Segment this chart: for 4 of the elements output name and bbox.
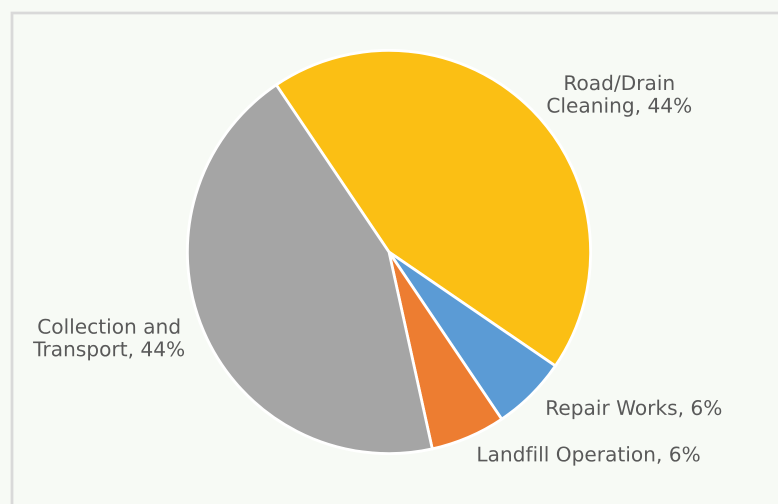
slice-label: Repair Works, 6% — [547, 400, 722, 420]
slice-label: Road/Drain Cleaning, 44% — [547, 74, 692, 117]
slice-label: Landfill Operation, 6% — [478, 446, 700, 466]
slice-label: Collection and Transport, 44% — [33, 318, 184, 360]
